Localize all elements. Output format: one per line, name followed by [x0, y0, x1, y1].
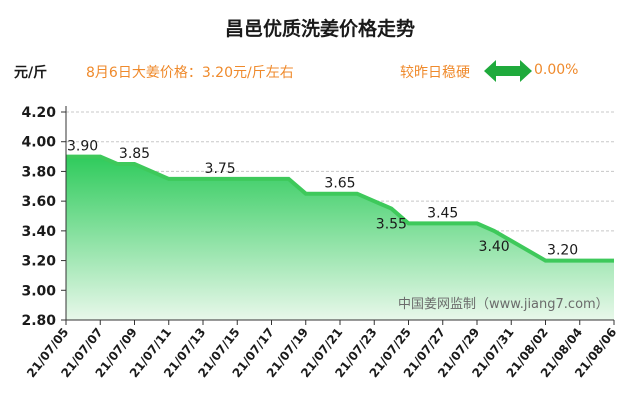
- price-note: 8月6日大姜价格：3.20元/斤左右: [86, 65, 294, 81]
- double-arrow-icon: [484, 60, 532, 82]
- data-label: 3.65: [324, 176, 355, 192]
- data-label: 3.75: [205, 161, 236, 177]
- compare-label: 较昨日稳硬: [400, 65, 470, 81]
- y-tick-label: 3.60: [21, 194, 56, 210]
- y-tick-label: 3.80: [21, 164, 56, 180]
- watermark: 中国姜网监制（www.jiang7.com）: [398, 297, 609, 312]
- data-label: 3.40: [479, 239, 510, 255]
- data-label: 3.55: [376, 217, 407, 233]
- price-area: [66, 156, 614, 320]
- y-tick-label: 2.80: [21, 313, 56, 329]
- change-value: 0.00%: [534, 62, 579, 78]
- data-labels: 3.90 3.85 3.75 3.65 3.55 3.45 3.40 3.20: [67, 139, 578, 259]
- data-label: 3.85: [119, 146, 150, 162]
- data-label: 3.45: [427, 205, 458, 221]
- x-axis-ticks: 21/07/0521/07/0721/07/0921/07/1121/07/13…: [24, 320, 619, 380]
- y-tick-label: 3.40: [21, 224, 56, 240]
- unit-label: 元/斤: [14, 65, 48, 81]
- y-axis-ticks: 4.20 4.00 3.80 3.60 3.40 3.20 3.00 2.80: [21, 105, 66, 329]
- y-tick-label: 4.00: [21, 135, 56, 151]
- price-line: [66, 154, 614, 263]
- chart-title: 昌邑优质洗姜价格走势: [224, 18, 415, 40]
- data-label: 3.90: [67, 139, 98, 155]
- data-label: 3.20: [547, 243, 578, 259]
- y-tick-label: 3.00: [21, 283, 56, 299]
- y-tick-label: 3.20: [21, 254, 56, 270]
- y-tick-label: 4.20: [21, 105, 56, 121]
